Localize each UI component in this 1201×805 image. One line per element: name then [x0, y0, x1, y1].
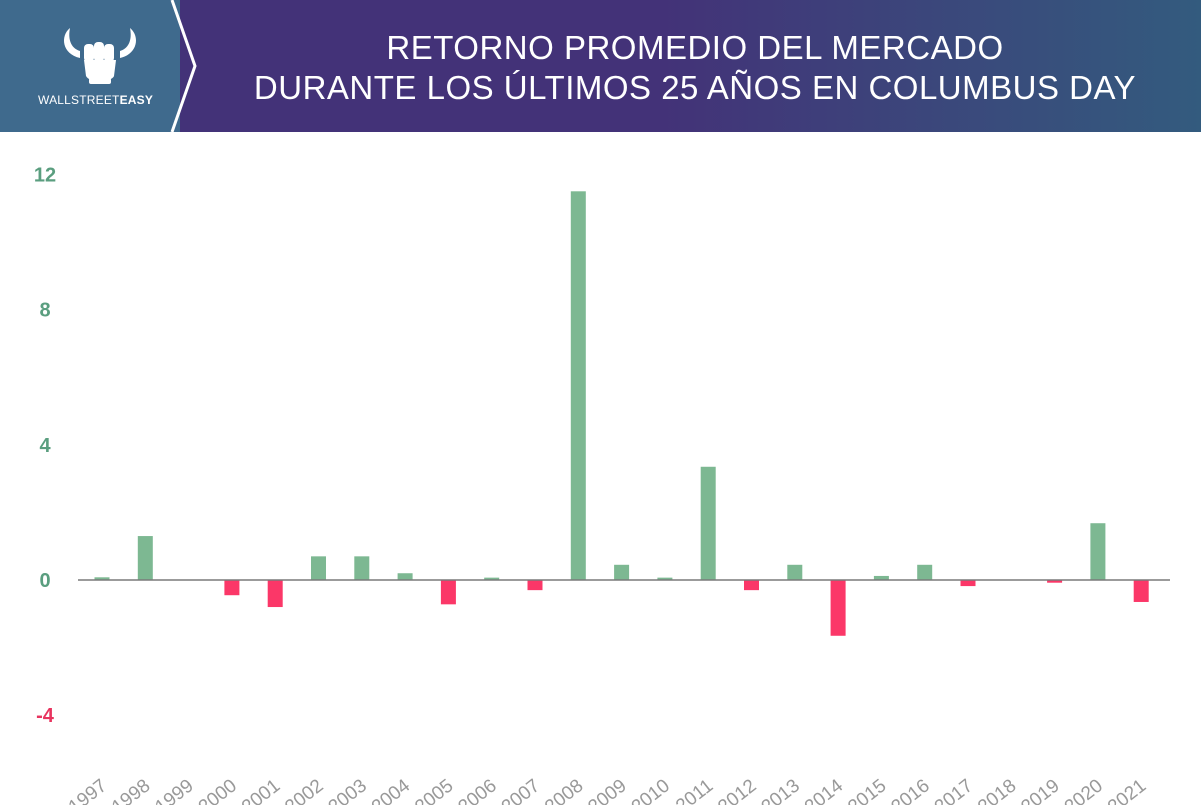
x-tick-label: 2012: [714, 775, 760, 805]
x-tick-label: 2001: [238, 775, 284, 805]
y-tick-label: 12: [34, 164, 56, 186]
bar-2009: [614, 564, 630, 580]
bar-2017: [960, 580, 976, 587]
x-tick-label: 2021: [1104, 775, 1150, 805]
x-tick-label: 2004: [368, 775, 415, 805]
logo: WALLSTREETEASY: [0, 0, 175, 132]
x-tick-label: 1999: [151, 775, 197, 805]
bar-2004: [397, 573, 413, 580]
bar-2016: [917, 564, 933, 580]
bar-chart: 12840-4199719981999200020012002200320042…: [34, 164, 1170, 805]
x-tick-label: 2007: [498, 775, 544, 805]
bar-2021: [1133, 580, 1149, 602]
y-tick-label: 0: [39, 570, 50, 592]
x-tick-label: 1998: [108, 775, 154, 805]
bar-2013: [787, 564, 803, 580]
x-tick-label: 2016: [888, 775, 934, 805]
chart-title: RETORNO PROMEDIO DEL MERCADO DURANTE LOS…: [200, 28, 1190, 108]
x-tick-label: 2005: [411, 775, 457, 805]
x-tick-label: 2015: [844, 775, 890, 805]
bar-2000: [224, 580, 240, 596]
bar-2012: [744, 580, 759, 591]
x-tick-label: 2017: [931, 775, 977, 805]
bar-2002: [311, 556, 326, 580]
x-tick-label: 2000: [195, 775, 241, 805]
bar-2006: [484, 577, 500, 580]
x-tick-label: 2009: [584, 775, 630, 805]
title-line-1: RETORNO PROMEDIO DEL MERCADO: [386, 29, 1004, 66]
bar-1998: [137, 536, 153, 580]
x-tick-label: 2006: [455, 775, 501, 805]
title-line-2: DURANTE LOS ÚLTIMOS 25 AÑOS EN COLUMBUS …: [253, 69, 1137, 106]
y-tick-label: 4: [39, 435, 51, 457]
bar-2008: [570, 191, 586, 581]
brand-name: WALLSTREETEASY: [38, 93, 154, 107]
bar-2015: [873, 575, 889, 580]
y-tick-label: 8: [39, 300, 50, 322]
bar-2019: [1047, 580, 1063, 583]
bar-2007: [527, 580, 543, 591]
x-tick-label: 2019: [1017, 775, 1063, 805]
bar-1997: [94, 577, 110, 580]
x-tick-label: 2013: [758, 775, 804, 805]
x-tick-label: 2003: [325, 775, 371, 805]
bar-2005: [440, 580, 456, 605]
x-tick-label: 2010: [628, 775, 674, 805]
bull-fist-icon: [64, 28, 136, 84]
x-tick-label: 2008: [541, 775, 587, 805]
bar-2003: [354, 556, 370, 580]
x-tick-label: 1997: [65, 775, 111, 805]
bar-2001: [267, 580, 283, 608]
x-tick-label: 2002: [281, 775, 327, 805]
x-tick-label: 2014: [801, 775, 848, 805]
header-banner: WALLSTREETEASY RETORNO PROMEDIO DEL MERC…: [0, 0, 1201, 132]
bar-2010: [657, 577, 673, 580]
x-tick-label: 2020: [1061, 775, 1107, 805]
bar-2014: [830, 580, 846, 636]
bar-2020: [1090, 523, 1106, 580]
x-tick-label: 2011: [672, 775, 717, 805]
bar-2011: [700, 466, 716, 580]
y-tick-label: -4: [36, 705, 55, 727]
x-tick-label: 2018: [974, 775, 1020, 805]
